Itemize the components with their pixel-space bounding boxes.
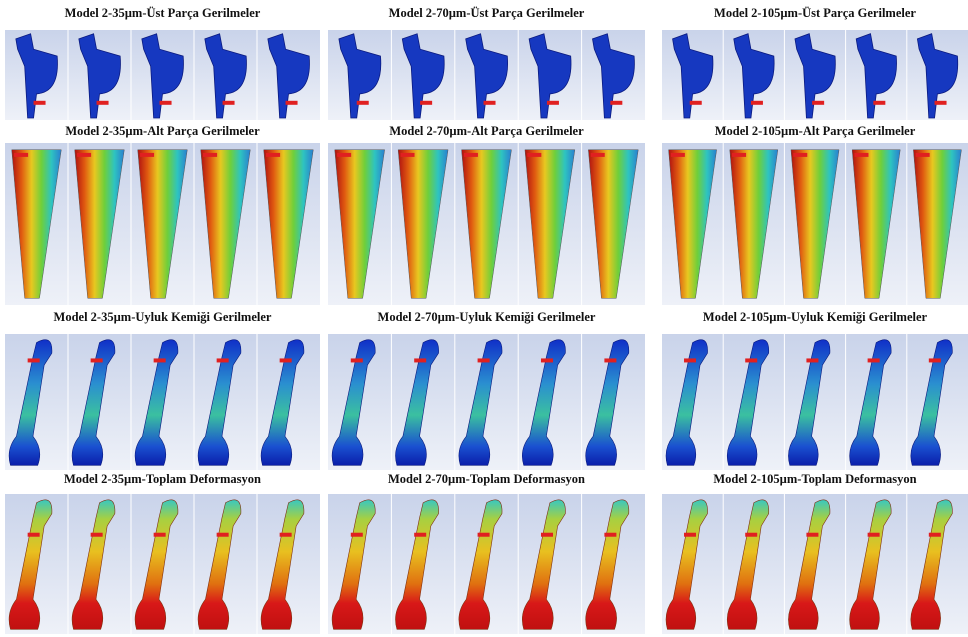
panel-title: Model 2-105µm-Uyluk Kemiği Gerilmeler (703, 310, 928, 324)
page: {"panels": [ {"title": "Model 2-35µm-Üst… (0, 0, 968, 637)
panel-title: Model 2-35µm-Alt Parça Gerilmeler (65, 124, 260, 138)
label-tag (140, 153, 154, 157)
label-tag (854, 153, 868, 157)
panel-title: Model 2-105µm-Toplam Deformasyon (713, 472, 916, 486)
label-tag (77, 153, 91, 157)
label-tag (604, 533, 616, 537)
figure: Model 2-35µm-Üst Parça Gerilmeler Model 2… (0, 0, 968, 637)
label-tag (217, 533, 229, 537)
label-tag (357, 101, 369, 105)
label-tag (541, 533, 553, 537)
label-tag (604, 358, 616, 362)
label-tag (684, 358, 696, 362)
label-tag (91, 533, 103, 537)
label-tag (812, 101, 824, 105)
panel-title: Model 2-35µm-Üst Parça Gerilmeler (65, 6, 261, 20)
label-tag (266, 153, 280, 157)
label-tag (929, 358, 941, 362)
label-tag (414, 358, 426, 362)
label-tag (91, 358, 103, 362)
label-tag (547, 101, 559, 105)
label-tag (154, 533, 166, 537)
label-tag (793, 153, 807, 157)
label-tag (929, 533, 941, 537)
panel-title: Model 2-35µm-Toplam Deformasyon (64, 472, 261, 486)
label-tag (464, 153, 478, 157)
label-tag (806, 358, 818, 362)
label-tag (223, 101, 235, 105)
label-tag (806, 533, 818, 537)
panel-title: Model 2-70µm-Üst Parça Gerilmeler (389, 6, 585, 20)
label-tag (610, 101, 622, 105)
label-tag (351, 533, 363, 537)
label-tag (478, 533, 490, 537)
label-tag (745, 533, 757, 537)
label-tag (401, 153, 415, 157)
label-tag (337, 153, 351, 157)
label-tag (745, 358, 757, 362)
panel-title: Model 2-105µm-Üst Parça Gerilmeler (714, 6, 916, 20)
label-tag (286, 101, 298, 105)
label-tag (203, 153, 217, 157)
panel-title: Model 2-105µm-Alt Parça Gerilmeler (715, 124, 916, 138)
label-tag (751, 101, 763, 105)
label-tag (351, 358, 363, 362)
label-tag (684, 533, 696, 537)
panel-title: Model 2-70µm-Toplam Deformasyon (388, 472, 585, 486)
label-tag (935, 101, 947, 105)
label-tag (28, 533, 40, 537)
panel-title: Model 2-35µm-Uyluk Kemiği Gerilmeler (54, 310, 272, 324)
label-tag (868, 358, 880, 362)
label-tag (541, 358, 553, 362)
label-tag (868, 533, 880, 537)
label-tag (671, 153, 685, 157)
label-tag (34, 101, 46, 105)
label-tag (527, 153, 541, 157)
label-tag (873, 101, 885, 105)
label-tag (420, 101, 432, 105)
label-tag (154, 358, 166, 362)
label-tag (28, 358, 40, 362)
label-tag (280, 533, 292, 537)
label-tag (14, 153, 28, 157)
label-tag (591, 153, 605, 157)
label-tag (97, 101, 109, 105)
label-tag (916, 153, 930, 157)
label-tag (690, 101, 702, 105)
label-tag (160, 101, 172, 105)
label-tag (280, 358, 292, 362)
label-tag (217, 358, 229, 362)
panel-title: Model 2-70µm-Alt Parça Gerilmeler (389, 124, 584, 138)
label-tag (478, 358, 490, 362)
label-tag (414, 533, 426, 537)
label-tag (732, 153, 746, 157)
label-tag (484, 101, 496, 105)
panel-title: Model 2-70µm-Uyluk Kemiği Gerilmeler (378, 310, 596, 324)
